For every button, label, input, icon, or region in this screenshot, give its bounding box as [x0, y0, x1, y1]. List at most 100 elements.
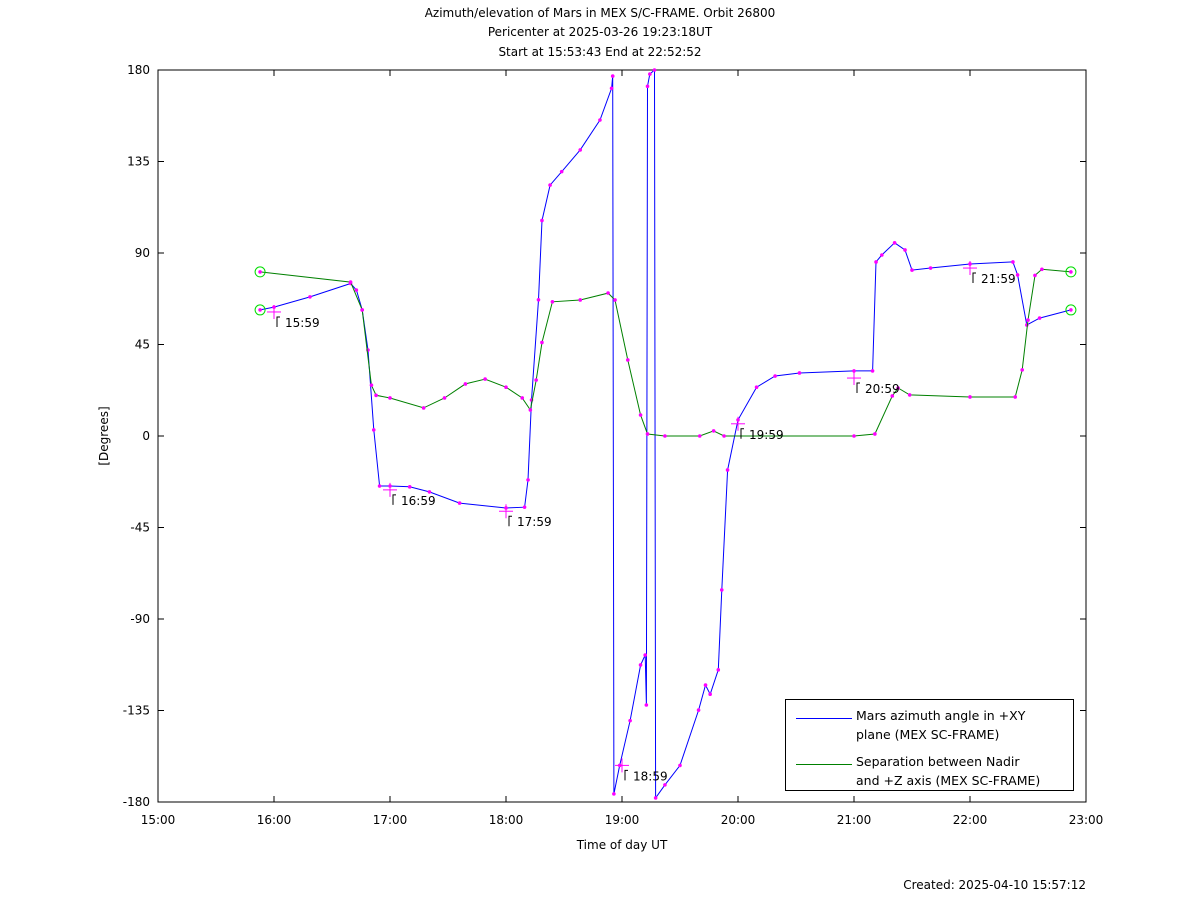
annotation-pointer [972, 272, 976, 284]
data-point [483, 377, 487, 381]
data-point [1040, 267, 1044, 272]
data-point [626, 358, 630, 362]
y-tick-label: -180 [123, 795, 150, 809]
x-tick-label: 19:00 [605, 813, 640, 827]
data-point [520, 396, 525, 400]
data-point [421, 406, 426, 410]
legend-label: Mars azimuth angle in +XY plane (MEX SC-… [856, 708, 1026, 742]
data-point [258, 308, 262, 312]
y-tick-label: 90 [135, 246, 150, 260]
data-point [708, 692, 712, 697]
data-point [703, 683, 708, 687]
data-point [457, 501, 462, 505]
data-point [648, 72, 652, 76]
data-point [852, 369, 856, 373]
annotation: 19:59 [749, 428, 784, 442]
data-point [369, 383, 374, 387]
data-point [873, 432, 877, 436]
data-point [722, 434, 726, 438]
data-point [504, 385, 508, 390]
data-point [1037, 316, 1042, 320]
data-point [559, 169, 564, 174]
x-axis-label: Time of day UT [576, 838, 668, 852]
data-point [540, 218, 544, 223]
data-point [890, 394, 895, 398]
x-tick-label: 23:00 [1069, 813, 1104, 827]
data-point [725, 468, 730, 472]
data-point [536, 297, 541, 302]
data-point [892, 241, 897, 245]
data-point [427, 490, 432, 494]
series-line [260, 268, 1071, 437]
data-point [610, 74, 615, 78]
annotation: 20:59 [865, 382, 900, 396]
data-point [550, 300, 555, 304]
data-point [716, 668, 721, 672]
data-point [463, 382, 468, 386]
data-point [644, 703, 649, 707]
data-point [663, 783, 667, 787]
data-point [678, 763, 682, 768]
annotation-pointer [624, 769, 628, 781]
data-point [548, 183, 552, 187]
data-point [1069, 308, 1073, 312]
data-point [645, 432, 650, 436]
chart-subtitle: Start at 15:53:43 End at 22:52:52 [498, 45, 701, 59]
legend-swatch [796, 764, 852, 765]
data-point [534, 378, 538, 382]
data-point [628, 718, 632, 723]
endpoint-marker [1065, 304, 1077, 316]
data-point [696, 708, 701, 712]
y-axis-label: [Degrees] [97, 406, 111, 465]
data-point [308, 295, 312, 299]
data-point [609, 86, 614, 91]
data-point [377, 484, 382, 488]
data-point [578, 148, 583, 152]
data-point [852, 434, 856, 438]
data-point [612, 792, 616, 796]
data-point [1020, 368, 1024, 372]
data-point [870, 369, 875, 373]
data-point [638, 663, 643, 667]
data-point [1013, 395, 1018, 399]
footer: Created: 2025-04-10 15:57:12 [903, 878, 1086, 892]
x-tick-label: 20:00 [721, 813, 756, 827]
data-point [540, 340, 544, 345]
chart-subtitle: Pericenter at 2025-03-26 19:23:18UT [488, 25, 713, 39]
data-point [719, 588, 724, 592]
y-tick-label: 45 [135, 338, 150, 352]
data-point [578, 298, 583, 302]
annotation-pointer [508, 515, 512, 527]
data-point [1033, 273, 1037, 278]
annotation-pointer [740, 428, 744, 439]
x-tick-label: 18:00 [489, 813, 524, 827]
legend: Mars azimuth angle in +XY plane (MEX SC-… [785, 699, 1074, 791]
x-tick-label: 17:00 [373, 813, 408, 827]
data-point [360, 308, 364, 312]
data-point [907, 393, 912, 397]
data-point [968, 395, 972, 399]
annotation: 21:59 [981, 272, 1016, 286]
data-point [773, 374, 777, 378]
data-point [442, 396, 447, 400]
data-point [526, 478, 530, 482]
data-point [1026, 318, 1030, 322]
legend-label: Separation between Nadir and +Z axis (ME… [856, 754, 1041, 788]
legend-swatch [796, 718, 852, 719]
x-tick-label: 22:00 [953, 813, 988, 827]
annotation-pointer [856, 382, 860, 394]
data-point [371, 428, 376, 432]
data-point [903, 248, 907, 252]
data-point [598, 118, 602, 122]
data-point [354, 288, 359, 292]
annotation: 16:59 [401, 494, 436, 508]
series-line [260, 68, 1072, 800]
data-point [348, 280, 353, 284]
y-tick-label: 135 [127, 155, 150, 169]
y-tick-label: 0 [142, 429, 150, 443]
data-point [663, 434, 667, 438]
data-point [880, 253, 884, 257]
data-point [645, 84, 650, 89]
x-tick-label: 16:00 [257, 813, 292, 827]
